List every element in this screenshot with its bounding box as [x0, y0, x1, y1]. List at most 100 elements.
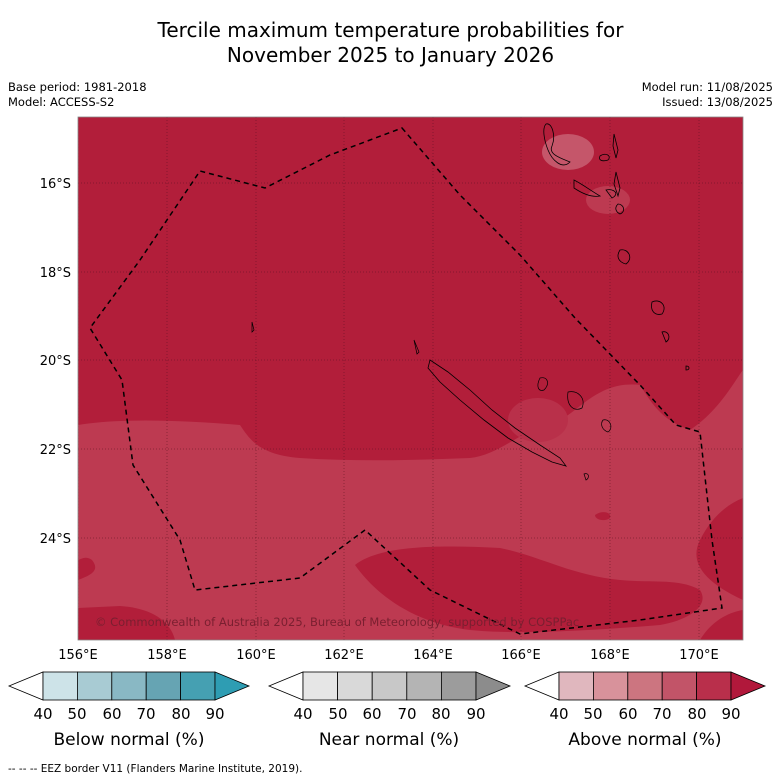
lat-label: 20°S [40, 354, 71, 369]
colorbar-near-normal [267, 671, 512, 701]
colorbar-title-above: Above normal (%) [568, 730, 722, 750]
colorbar-near-bin [302, 671, 338, 701]
tick-label: 70 [136, 705, 156, 723]
island-pines [583, 473, 589, 481]
island-ambae [599, 153, 610, 162]
tick-label: 90 [721, 705, 741, 723]
colorbar-near-extend-high [475, 671, 512, 701]
model-name: Model: ACCESS-S2 [8, 95, 115, 109]
model-run: Model run: 11/08/2025 [641, 80, 773, 94]
colorbar-title-below: Below normal (%) [53, 730, 205, 750]
island-new-caledonia [427, 359, 568, 467]
colorbar-below-bin [111, 671, 147, 701]
island-ambrym [605, 189, 617, 199]
tick-label: 80 [687, 705, 707, 723]
island-epi [615, 203, 624, 215]
colorbar-title-near: Near normal (%) [318, 730, 460, 750]
title-line-2: November 2025 to January 2026 [226, 43, 555, 67]
island-lifou [567, 391, 584, 410]
map-frame [77, 116, 744, 641]
title-line-1: Tercile maximum temperature probabilitie… [157, 18, 624, 42]
island-tanna [661, 331, 670, 343]
colorbar-near-bin [371, 671, 408, 701]
colorbar-near-bin [406, 671, 442, 701]
probability-patch-small [595, 512, 611, 521]
tick-label: 50 [67, 705, 87, 723]
colorbar-below-bin [77, 671, 113, 701]
eez-border [89, 127, 723, 635]
colorbar-above-bin [558, 671, 594, 701]
tick-label: 40 [549, 705, 569, 723]
meta-right: Model run: 11/08/2025 Issued: 13/08/2025 [642, 80, 773, 110]
lat-label: 18°S [40, 266, 71, 281]
tick-label: 90 [466, 705, 486, 723]
colorbar-ticks-below: 40 50 60 70 80 90 [0, 705, 781, 725]
colorbar-above-extend-low [523, 671, 560, 701]
probability-patch-se [700, 610, 743, 640]
colorbar-below-bin [42, 671, 78, 701]
tick-label: 60 [362, 705, 382, 723]
lon-label: 168°E [590, 648, 630, 663]
tick-label: 60 [102, 705, 122, 723]
tick-label: 50 [583, 705, 603, 723]
probability-patch-dark-sw [78, 606, 175, 640]
colorbar-above-normal [523, 671, 767, 701]
tick-label: 40 [33, 705, 53, 723]
island-ouvea [537, 377, 548, 391]
island-espiritu-santo [543, 123, 571, 166]
lat-label: 16°S [40, 177, 71, 192]
colorbar-below-bin [145, 671, 181, 701]
tick-label: 60 [618, 705, 638, 723]
lon-label: 166°E [501, 648, 541, 663]
copyright-text: © Commonwealth of Australia 2025, Bureau… [95, 615, 579, 629]
latitude-labels: 16°S 18°S 20°S 22°S 24°S [40, 177, 71, 547]
probability-patch-dark [355, 546, 703, 633]
lon-label: 156°E [58, 648, 98, 663]
tick-label: 50 [328, 705, 348, 723]
island-aneityum [685, 365, 690, 371]
island-efate [617, 249, 631, 265]
eez-footnote: -- -- -- EEZ border V11 (Flanders Marine… [8, 763, 303, 775]
island-erromango [651, 300, 665, 315]
colorbar-above-bin [661, 671, 698, 701]
colorbar-below-extend-high [214, 671, 251, 701]
colorbar-below-bin [180, 671, 216, 701]
meta-left: Base period: 1981-2018 Model: ACCESS-S2 [8, 80, 147, 110]
tick-label: 90 [205, 705, 225, 723]
colorbar-near-extend-low [267, 671, 304, 701]
lat-label: 24°S [40, 532, 71, 547]
colorbar-below-normal [7, 671, 251, 701]
island-malakula [573, 179, 602, 197]
lon-label: 158°E [147, 648, 187, 663]
colorbar-above-bin [593, 671, 629, 701]
lon-label: 170°E [679, 648, 719, 663]
base-period: Base period: 1981-2018 [8, 80, 147, 94]
longitude-labels: 156°E 158°E 160°E 162°E 164°E 166°E 168°… [58, 648, 719, 663]
island-chesterfield [251, 321, 255, 333]
colorbar-near-bin [440, 671, 477, 701]
chart-title: Tercile maximum temperature probabilitie… [0, 18, 781, 68]
graticule [78, 117, 743, 640]
colorbar-below-extend-low [7, 671, 44, 701]
tick-label: 80 [171, 705, 191, 723]
tick-label: 70 [652, 705, 672, 723]
island-belep [413, 339, 420, 355]
lon-label: 164°E [413, 648, 453, 663]
map-area: © Commonwealth of Australia 2025, Bureau… [78, 117, 743, 640]
island-maewo [612, 133, 619, 159]
lon-label: 162°E [324, 648, 364, 663]
lat-label: 22°S [40, 443, 71, 458]
colorbar-ticks-near: 40 50 60 70 80 90 [0, 705, 781, 725]
colorbar-near-bin [337, 671, 373, 701]
colorbar-ticks-above: 40 50 60 70 80 90 [0, 705, 781, 725]
island-pentecost [613, 171, 621, 198]
colorbar-above-extend-high [730, 671, 767, 701]
tick-label: 80 [431, 705, 451, 723]
colorbar-above-bin [696, 671, 732, 701]
colorbar-above-bin [627, 671, 663, 701]
tick-label: 70 [397, 705, 417, 723]
lon-label: 160°E [236, 648, 276, 663]
tick-label: 40 [293, 705, 313, 723]
probability-patch-light-north [542, 134, 594, 170]
